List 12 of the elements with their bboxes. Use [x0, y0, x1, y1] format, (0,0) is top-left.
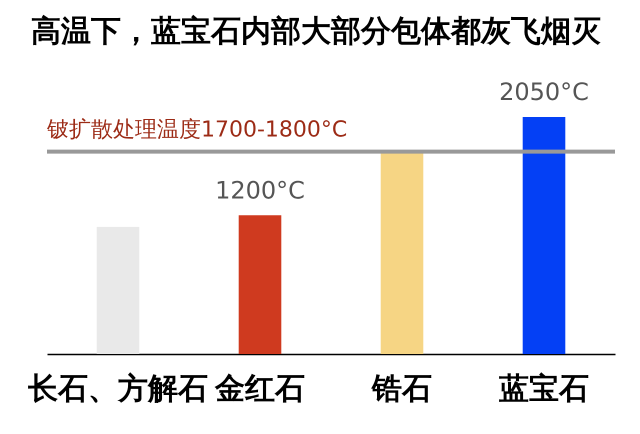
data-label: 1200°C	[215, 176, 305, 204]
bar	[522, 117, 566, 354]
bar	[238, 215, 282, 354]
data-label: 2050°C	[499, 78, 589, 106]
ref-line-label: 铍扩散处理温度1700-1800°C	[46, 118, 348, 143]
bar	[96, 226, 140, 354]
x-tick-label: 金红石	[214, 372, 305, 406]
x-tick-label: 蓝宝石	[499, 372, 589, 406]
x-tick-label: 长石、方解石	[27, 372, 208, 406]
bar	[380, 152, 424, 354]
chart-title: 高温下，蓝宝石内部大部分包体都灰飞烟灭	[31, 14, 601, 49]
x-tick-label: 锆石	[371, 372, 432, 406]
